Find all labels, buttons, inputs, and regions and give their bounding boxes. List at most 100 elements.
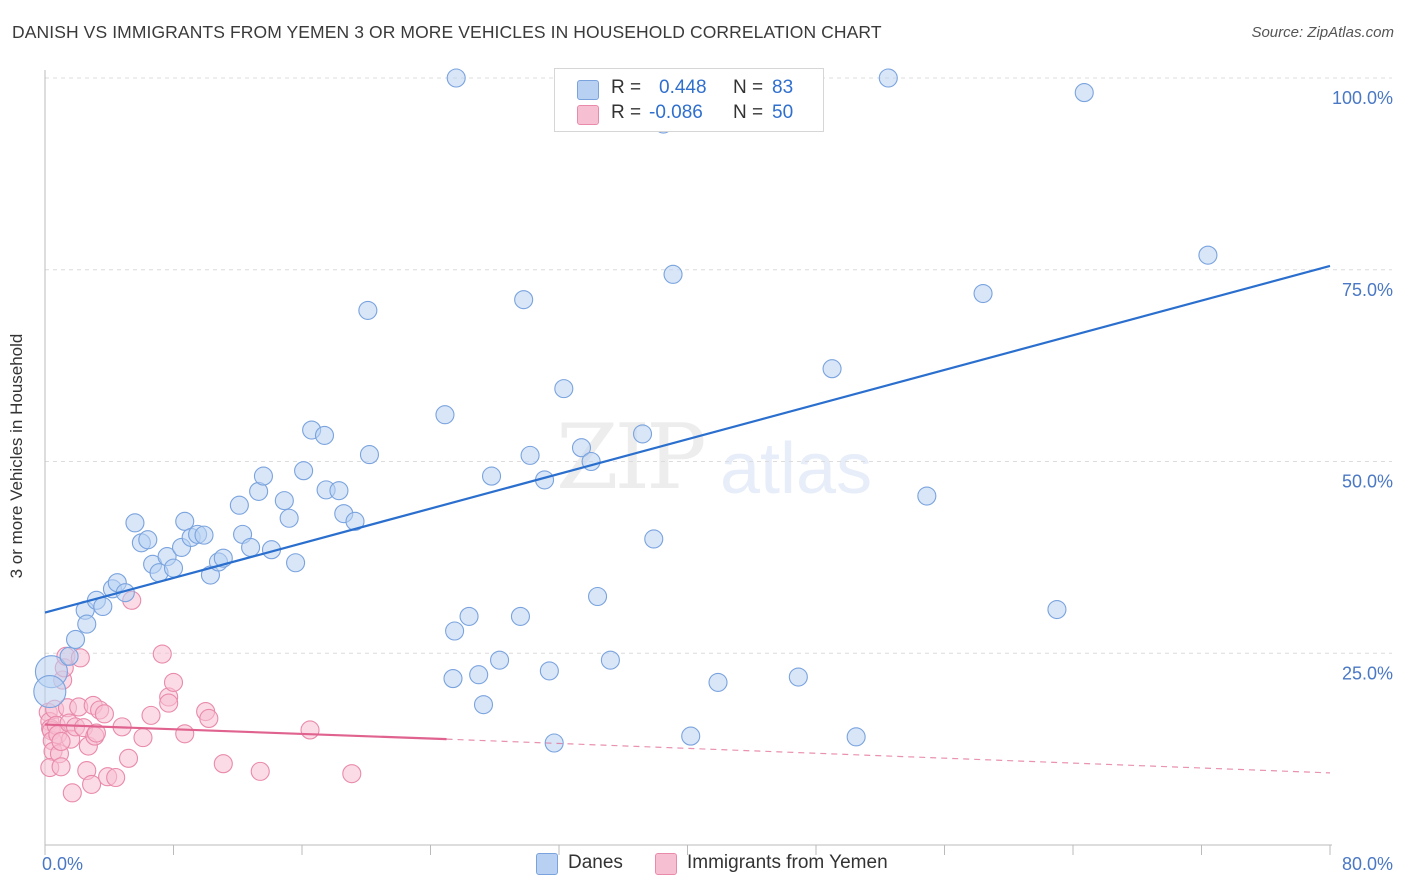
danes-point (708, 672, 728, 692)
yemen-point (94, 704, 114, 724)
danes-point (446, 68, 466, 88)
y-tick-label: 100.0% (1332, 88, 1393, 108)
danes-point (274, 491, 294, 511)
danes-point (973, 283, 993, 304)
yemen-point (152, 644, 172, 664)
y-tick-label: 25.0% (1342, 663, 1393, 683)
yemen-point (62, 783, 82, 803)
danes-point (510, 606, 531, 626)
danes-point (1047, 599, 1067, 620)
grid-lines (45, 77, 1392, 654)
y-axis-label: 3 or more Vehicles in Household (7, 333, 26, 579)
yemen-swatch (577, 105, 599, 125)
danes-trend-line (44, 264, 1331, 614)
danes-point (514, 290, 534, 310)
legend-yemen-swatch (655, 853, 677, 875)
danes-point (329, 481, 349, 501)
watermark-zip: ZIP (556, 405, 707, 510)
yemen-point (118, 748, 139, 768)
danes-point (571, 438, 592, 458)
danes-point (469, 665, 489, 685)
yemen-point (163, 672, 184, 692)
danes-point (125, 513, 145, 533)
x-tick-label-end: 80.0% (1342, 854, 1393, 874)
danes-point (77, 614, 97, 634)
danes-point (294, 461, 314, 481)
danes-point (175, 511, 195, 531)
yemen-n-label: N = (733, 102, 764, 123)
yemen-point (51, 757, 71, 777)
danes-point (587, 586, 608, 607)
danes-point (279, 508, 299, 528)
yemen-point (199, 708, 219, 728)
danes-r-value: 0.448 (659, 77, 707, 98)
danes-r-label: R = (611, 77, 642, 98)
legend-danes-label: Danes (568, 852, 623, 873)
danes-point (59, 646, 79, 666)
danes-point (822, 359, 842, 379)
watermark-atlas: atlas (720, 429, 873, 509)
danes-point (1198, 245, 1218, 265)
danes-points (33, 68, 1218, 753)
chart-title: DANISH VS IMMIGRANTS FROM YEMEN 3 OR MOR… (12, 22, 882, 42)
yemen-point (106, 767, 126, 788)
danes-point (445, 621, 465, 641)
danes-point (359, 445, 380, 465)
yemen-point (133, 728, 153, 748)
danes-n-value: 83 (772, 77, 794, 98)
danes-point (358, 300, 378, 320)
yemen-point (300, 720, 320, 740)
yemen-point (51, 731, 71, 752)
yemen-point (175, 724, 195, 744)
danes-point (490, 650, 510, 670)
danes-point (644, 529, 664, 549)
danes-point (663, 264, 683, 284)
danes-point (33, 675, 67, 709)
danes-point (473, 695, 494, 715)
yemen-point (82, 774, 102, 794)
stats-legend: R = 0.448 N = 83 R = -0.086 N = 50 (554, 68, 824, 132)
y-tick-label: 75.0% (1342, 280, 1393, 300)
danes-swatch (577, 80, 599, 100)
danes-point (314, 425, 335, 445)
danes-point (917, 486, 937, 506)
danes-point (481, 466, 502, 486)
danes-point (163, 558, 184, 578)
danes-point (443, 669, 463, 689)
danes-point (788, 667, 808, 687)
yemen-point (141, 705, 161, 725)
yemen-points (38, 590, 362, 803)
yemen-point (159, 693, 179, 713)
danes-point (93, 596, 113, 617)
source-credit: Source: ZipAtlas.com (1251, 24, 1394, 41)
x-tick-label-start: 0.0% (42, 854, 83, 874)
danes-point (229, 495, 249, 515)
yemen-point (86, 723, 106, 743)
danes-point (138, 530, 158, 550)
danes-point (459, 606, 479, 626)
danes-point (878, 68, 898, 88)
danes-point (846, 727, 866, 747)
danes-point (600, 650, 620, 670)
yemen-trend-extension (446, 738, 1331, 774)
tick-labels: 25.0% 50.0% 75.0% 100.0% 0.0% 80.0% (42, 88, 1393, 874)
legend-yemen-label: Immigrants from Yemen (687, 852, 888, 873)
danes-point (194, 525, 214, 545)
danes-point (1074, 83, 1094, 103)
legend-danes-swatch (536, 853, 558, 875)
trend-lines (44, 264, 1331, 774)
danes-point (539, 661, 559, 681)
danes-point (554, 379, 574, 399)
yemen-point (342, 764, 362, 784)
y-tick-label: 50.0% (1342, 472, 1393, 492)
danes-point (241, 537, 261, 557)
danes-point (345, 511, 365, 531)
danes-point (435, 405, 455, 425)
danes-point (253, 466, 274, 486)
yemen-r-value: -0.086 (649, 102, 703, 123)
danes-point (520, 445, 540, 465)
danes-n-label: N = (733, 77, 764, 98)
danes-point (544, 733, 564, 753)
yemen-r-label: R = (611, 102, 642, 123)
